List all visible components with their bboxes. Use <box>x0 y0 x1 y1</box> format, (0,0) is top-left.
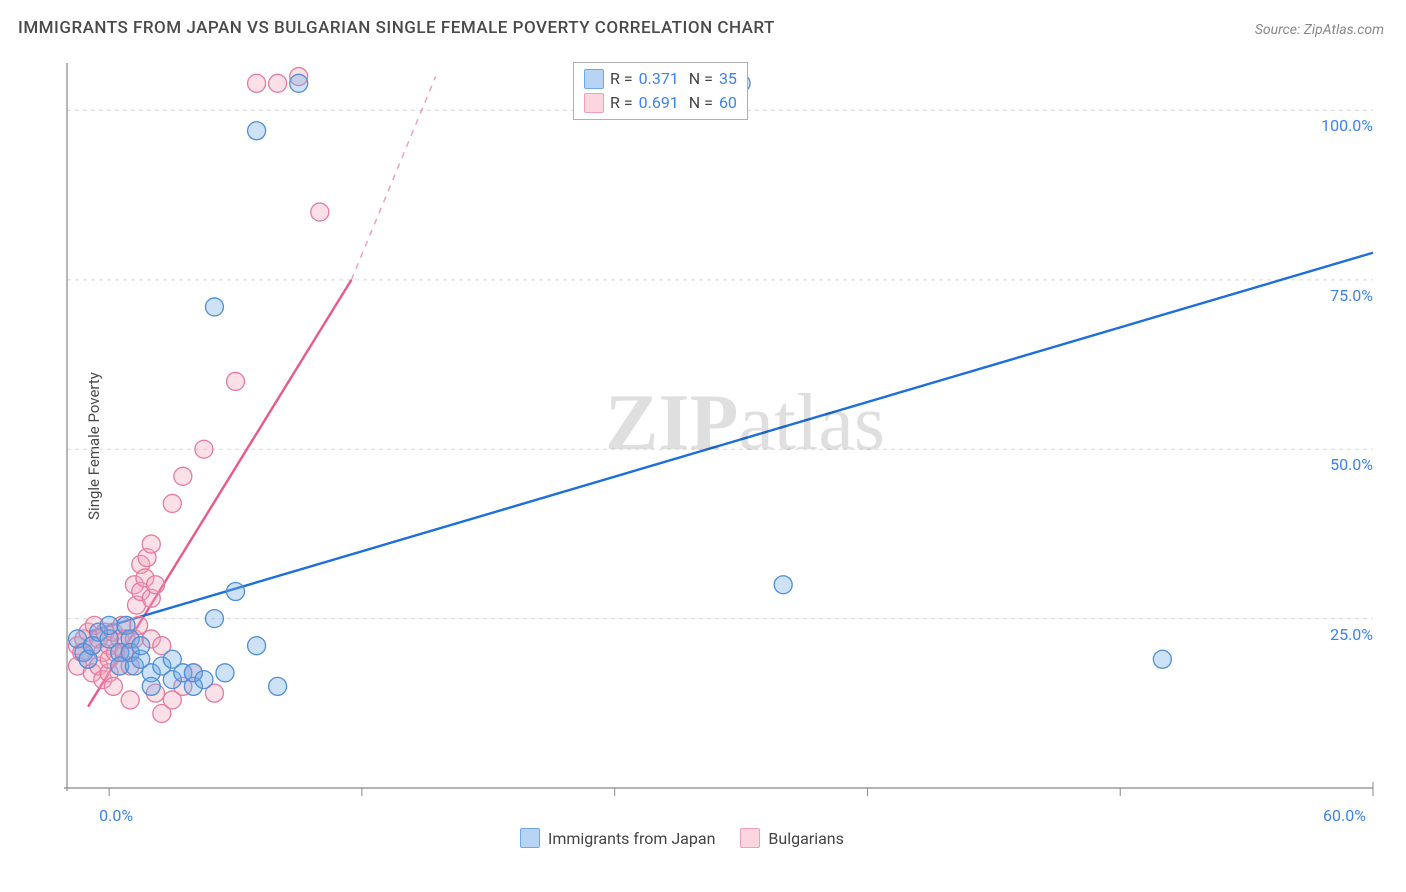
data-point <box>205 298 223 316</box>
legend-swatch <box>740 828 760 848</box>
n-label: N = <box>685 67 713 91</box>
data-point <box>269 677 287 695</box>
n-value: 35 <box>719 67 737 91</box>
data-point <box>195 440 213 458</box>
data-point <box>227 583 245 601</box>
data-point <box>774 576 792 594</box>
data-point <box>163 494 181 512</box>
data-point <box>311 203 329 221</box>
data-point <box>227 372 245 390</box>
data-point <box>132 637 150 655</box>
data-point <box>248 122 266 140</box>
data-point <box>142 677 160 695</box>
trend-line <box>88 253 1373 632</box>
n-value: 60 <box>719 91 737 115</box>
series-legend-label: Immigrants from Japan <box>548 829 715 848</box>
r-value: 0.371 <box>639 67 679 91</box>
data-point <box>104 677 122 695</box>
y-tick-label: 50.0% <box>1313 455 1373 474</box>
data-point <box>121 691 139 709</box>
stats-legend: R = 0.371 N =35 R = 0.691 N =60 <box>573 62 748 120</box>
stats-legend-row: R = 0.371 N =35 <box>584 67 737 91</box>
y-tick-label: 100.0% <box>1313 116 1373 135</box>
data-point <box>100 616 118 634</box>
r-value: 0.691 <box>639 91 679 115</box>
data-point <box>142 535 160 553</box>
n-label: N = <box>685 91 713 115</box>
series-legend-label: Bulgarians <box>768 829 843 848</box>
data-point <box>290 74 308 92</box>
x-tick-label: 0.0% <box>99 806 133 825</box>
data-point <box>174 467 192 485</box>
legend-swatch <box>584 93 604 113</box>
data-point <box>195 671 213 689</box>
stats-legend-row: R = 0.691 N =60 <box>584 91 737 115</box>
data-point <box>146 576 164 594</box>
x-tick-label: 60.0% <box>1323 806 1366 825</box>
source-label: Source: ZipAtlas.com <box>1255 22 1384 38</box>
data-point <box>248 637 266 655</box>
correlation-chart <box>55 55 1385 815</box>
y-tick-label: 75.0% <box>1313 286 1373 305</box>
data-point <box>216 664 234 682</box>
legend-swatch <box>584 69 604 89</box>
series-legend-item: Immigrants from Japan <box>520 828 715 848</box>
chart-title: IMMIGRANTS FROM JAPAN VS BULGARIAN SINGL… <box>18 18 775 38</box>
r-label: R = <box>610 67 633 91</box>
series-legend-item: Bulgarians <box>740 828 843 848</box>
data-point <box>269 74 287 92</box>
data-point <box>248 74 266 92</box>
series-legend: Immigrants from Japan Bulgarians <box>520 828 844 848</box>
data-point <box>1153 650 1171 668</box>
trend-line-dashed <box>351 77 435 280</box>
data-point <box>205 610 223 628</box>
r-label: R = <box>610 91 633 115</box>
legend-swatch <box>520 828 540 848</box>
y-tick-label: 25.0% <box>1313 625 1373 644</box>
